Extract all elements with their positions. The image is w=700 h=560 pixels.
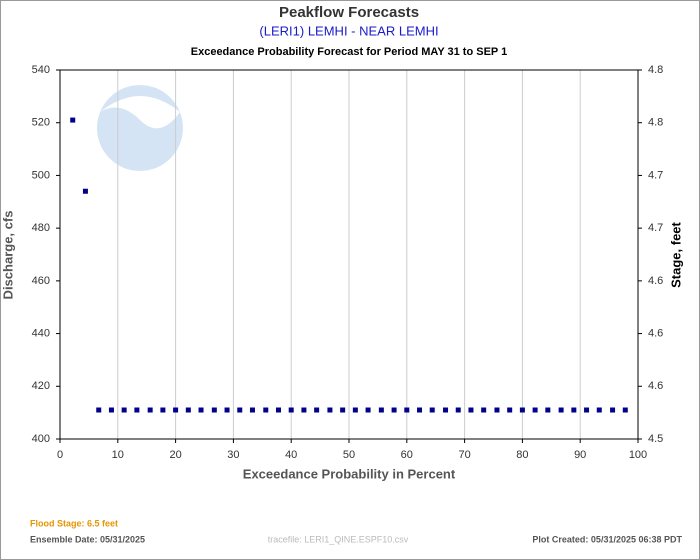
point: [558, 407, 564, 413]
period-label: Exceedance Probability Forecast for Peri…: [191, 46, 507, 58]
y-tick-label: 520: [32, 117, 50, 129]
y-tick-label: 460: [32, 275, 50, 287]
ensemble-date: Ensemble Date: 05/31/2025: [30, 534, 145, 544]
point: [352, 407, 358, 413]
point: [365, 407, 371, 413]
y2-tick-label: 4.7: [648, 169, 663, 181]
point: [468, 407, 474, 413]
x-axis-label: Exceedance Probability in Percent: [243, 466, 456, 481]
point: [378, 407, 384, 413]
point: [134, 407, 140, 413]
x-tick-label: 30: [227, 449, 239, 461]
point: [429, 407, 435, 413]
point: [82, 188, 88, 194]
y2-tick-label: 4.8: [648, 117, 663, 129]
y2-tick-label: 4.6: [648, 327, 663, 339]
y-tick-label: 440: [32, 327, 50, 339]
point: [443, 407, 449, 413]
point: [147, 407, 153, 413]
y2-tick-label: 4.6: [648, 380, 663, 392]
point: [121, 407, 127, 413]
point: [532, 407, 538, 413]
point: [545, 407, 551, 413]
point: [96, 407, 102, 413]
point: [211, 407, 217, 413]
y-tick-label: 500: [32, 169, 50, 181]
point: [173, 407, 179, 413]
chart-subtitle: (LERI1) LEMHI - NEAR LEMHI: [259, 23, 438, 38]
point: [224, 407, 230, 413]
point: [263, 407, 269, 413]
point: [481, 407, 487, 413]
point: [584, 407, 590, 413]
x-tick-label: 40: [285, 449, 297, 461]
point: [108, 407, 114, 413]
point: [198, 407, 204, 413]
point: [507, 407, 513, 413]
y2-tick-label: 4.7: [648, 222, 663, 234]
point: [185, 407, 191, 413]
point: [610, 407, 616, 413]
x-tick-label: 60: [401, 449, 413, 461]
point: [404, 407, 410, 413]
point: [571, 407, 577, 413]
x-tick-label: 70: [458, 449, 470, 461]
x-tick-label: 10: [112, 449, 124, 461]
point: [340, 407, 346, 413]
point: [301, 407, 307, 413]
point: [160, 407, 166, 413]
point: [519, 407, 525, 413]
point: [455, 407, 461, 413]
noaa-logo: [97, 85, 183, 171]
tracefile: tracefile: LERI1_QINE.ESPF10.csv: [268, 534, 409, 544]
y-tick-label: 480: [32, 222, 50, 234]
x-tick-label: 100: [629, 449, 647, 461]
y-tick-label: 420: [32, 380, 50, 392]
point: [596, 407, 602, 413]
point: [275, 407, 281, 413]
y-axis-label: Discharge, cfs: [0, 211, 15, 300]
plot-created: Plot Created: 05/31/2025 06:38 PDT: [532, 534, 682, 544]
x-tick-label: 90: [574, 449, 586, 461]
y2-tick-label: 4.6: [648, 275, 663, 287]
y-tick-label: 540: [32, 64, 50, 76]
point: [237, 407, 243, 413]
x-tick-label: 0: [57, 449, 63, 461]
flood-stage: Flood Stage: 6.5 feet: [30, 518, 118, 528]
point: [622, 407, 628, 413]
y-tick-label: 400: [32, 433, 50, 445]
point: [70, 117, 76, 123]
point: [314, 407, 320, 413]
point: [391, 407, 397, 413]
x-tick-label: 50: [343, 449, 355, 461]
x-tick-label: 80: [516, 449, 528, 461]
y2-axis-label: Stage, feet: [668, 221, 683, 287]
point: [494, 407, 500, 413]
x-tick-label: 20: [169, 449, 181, 461]
point: [417, 407, 423, 413]
plot-area: [59, 69, 639, 440]
point: [327, 407, 333, 413]
point: [249, 407, 255, 413]
y2-tick-label: 4.5: [648, 433, 663, 445]
point: [288, 407, 294, 413]
chart-title: Peakflow Forecasts: [279, 4, 419, 21]
y2-tick-label: 4.8: [648, 64, 663, 76]
